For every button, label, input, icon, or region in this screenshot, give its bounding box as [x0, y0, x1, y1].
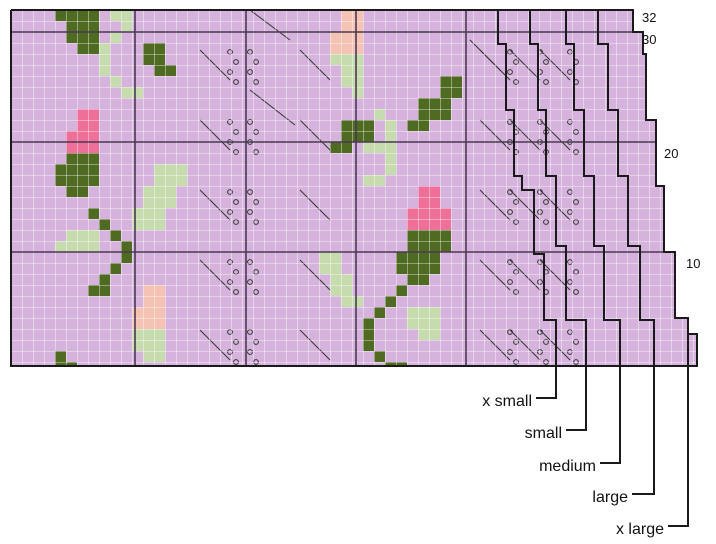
size-label-x-small: x small: [482, 393, 532, 410]
size-outline-small: [529, 10, 587, 431]
size-label-small: small: [525, 425, 562, 442]
row-labels: 32 30 20 10: [642, 10, 700, 271]
chart-outer-border: [10, 9, 698, 367]
size-outline-x-large: [668, 334, 689, 527]
row-label-20: 20: [664, 146, 678, 161]
size-label-large: large: [592, 489, 628, 506]
row-label-30: 30: [642, 32, 656, 47]
size-label-x-large: x large: [616, 521, 664, 538]
size-outline-large: [597, 10, 655, 495]
size-outlines: [10, 9, 698, 527]
size-outline-x-small: [497, 10, 557, 399]
size-label-medium: medium: [539, 458, 596, 475]
size-outline-medium: [565, 10, 621, 464]
row-label-32: 32: [642, 10, 656, 25]
size-labels: x small small medium large x large: [482, 393, 664, 538]
row-label-10: 10: [686, 256, 700, 271]
